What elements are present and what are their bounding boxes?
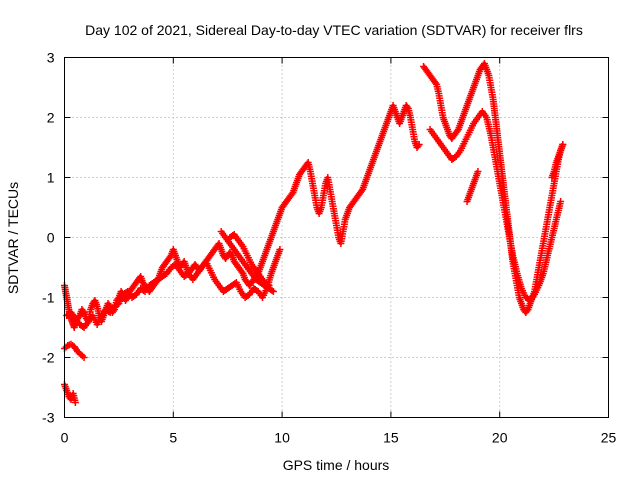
data-point bbox=[269, 288, 277, 295]
data-point bbox=[403, 103, 411, 111]
y-tick-label: 0 bbox=[47, 230, 55, 246]
x-tick-label: 0 bbox=[61, 430, 69, 446]
chart-title: Day 102 of 2021, Sidereal Day-to-day VTE… bbox=[85, 22, 583, 38]
data-point bbox=[265, 282, 273, 289]
data-point bbox=[264, 281, 272, 288]
x-tick-label: 10 bbox=[274, 430, 290, 446]
data-points bbox=[61, 60, 567, 406]
y-tick-label: 3 bbox=[47, 50, 55, 66]
y-tick-label: -2 bbox=[42, 350, 55, 366]
data-point bbox=[80, 354, 88, 361]
data-point bbox=[71, 399, 79, 406]
data-point bbox=[415, 141, 423, 148]
y-tick-label: -3 bbox=[42, 410, 55, 426]
y-tick-labels: -3 -2 -1 0 1 2 3 bbox=[42, 50, 55, 426]
y-tick-label: 2 bbox=[47, 110, 55, 126]
data-point bbox=[559, 141, 567, 148]
x-tick-label: 5 bbox=[169, 430, 177, 446]
x-axis-label: GPS time / hours bbox=[283, 457, 390, 473]
x-tick-label: 20 bbox=[492, 430, 508, 446]
data-point bbox=[276, 246, 284, 253]
x-tick-label: 15 bbox=[383, 430, 399, 446]
y-axis-label: SDTVAR / TECUs bbox=[5, 182, 21, 294]
x-tick-labels: 0 5 10 15 20 25 bbox=[61, 430, 617, 446]
data-point bbox=[268, 287, 276, 294]
y-tick-label: -1 bbox=[42, 290, 55, 306]
data-point bbox=[474, 168, 482, 175]
y-tick-label: 1 bbox=[47, 170, 55, 186]
data-point bbox=[557, 198, 565, 205]
x-tick-label: 25 bbox=[601, 430, 617, 446]
data-point bbox=[432, 79, 440, 87]
data-point bbox=[414, 142, 422, 150]
plot-frame bbox=[64, 57, 609, 418]
